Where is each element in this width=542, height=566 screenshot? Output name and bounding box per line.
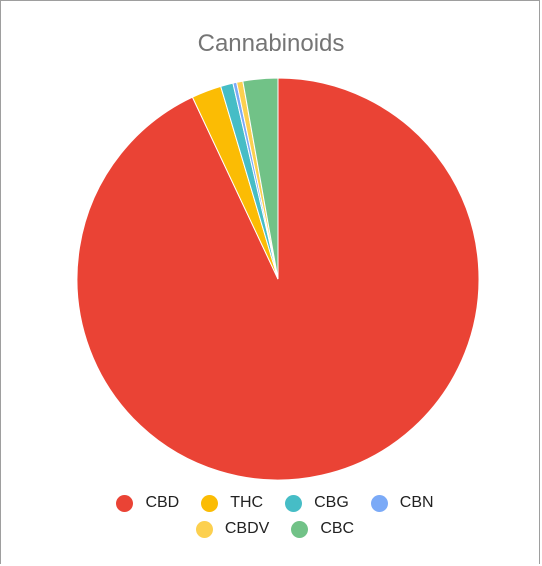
legend: CBD THC CBG CBN CBDV CBC <box>60 494 490 538</box>
legend-item-cbg[interactable]: CBG <box>285 494 349 512</box>
pie-slices <box>76 77 480 481</box>
legend-label: CBC <box>320 520 355 537</box>
legend-label: CBDV <box>224 520 270 537</box>
legend-dot-icon <box>201 494 219 512</box>
legend-item-cbc[interactable]: CBC <box>291 520 354 538</box>
legend-item-thc[interactable]: THC <box>201 494 263 512</box>
legend-item-cbn[interactable]: CBN <box>370 494 434 512</box>
legend-label: CBN <box>399 494 434 511</box>
legend-item-cbd[interactable]: CBD <box>116 494 179 512</box>
legend-dot-icon <box>291 520 309 538</box>
legend-label: THC <box>230 494 264 511</box>
pie-slice-cbc[interactable] <box>242 77 279 280</box>
legend-dot-icon <box>285 494 303 512</box>
legend-dot-icon <box>195 520 213 538</box>
legend-label: CBG <box>314 494 349 511</box>
legend-dot-icon <box>116 494 134 512</box>
legend-dot-icon <box>370 494 388 512</box>
chart-title: Cannabinoids <box>197 30 345 57</box>
legend-item-cbdv[interactable]: CBDV <box>195 520 270 538</box>
legend-label: CBD <box>145 494 180 511</box>
